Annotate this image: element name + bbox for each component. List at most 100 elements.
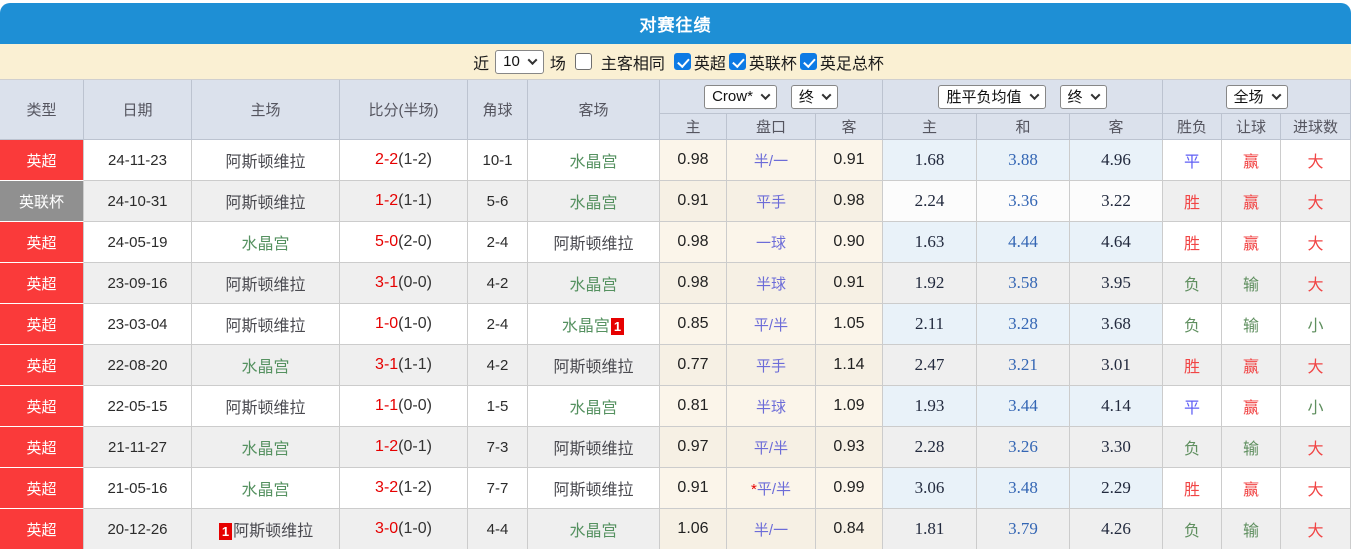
sub-header-crow-home: 主 — [660, 114, 727, 140]
cell-result-handicap: 输 — [1222, 427, 1281, 468]
cell-result-goals: 大 — [1281, 509, 1351, 549]
cell-away-team: 水晶宫 — [528, 386, 660, 427]
team-name: 水晶宫 — [569, 523, 618, 540]
league-checkbox-epl[interactable] — [673, 53, 691, 70]
cell-score: 1-2(1-1) — [340, 181, 468, 222]
team-name: 阿斯顿维拉 — [233, 523, 314, 540]
cell-result-handicap: 赢 — [1222, 222, 1281, 263]
team-name: 水晶宫 — [241, 482, 290, 499]
cell-home-team: 水晶宫 — [192, 345, 340, 386]
cell-crow-away: 0.98 — [816, 181, 883, 222]
cell-date: 21-05-16 — [84, 468, 192, 509]
cell-corners: 7-3 — [468, 427, 528, 468]
result-scope-value: 全场 — [1233, 89, 1264, 106]
cell-result-outcome: 负 — [1163, 263, 1222, 304]
page-title: 对赛往绩 — [639, 16, 712, 35]
cell-result-outcome: 胜 — [1163, 468, 1222, 509]
cell-corners: 2-4 — [468, 222, 528, 263]
cell-result-goals: 大 — [1281, 140, 1351, 181]
cell-avg-home: 2.11 — [883, 304, 977, 345]
cell-date: 23-03-04 — [84, 304, 192, 345]
cell-crow-handicap: *平/半 — [727, 468, 816, 509]
cell-crow-handicap: 平手 — [727, 345, 816, 386]
team-name: 阿斯顿维拉 — [225, 195, 306, 212]
league-checkbox-fa-cup[interactable] — [799, 53, 817, 70]
cell-league: 英超 — [0, 263, 84, 304]
fulltime-score: 3-0 — [375, 520, 399, 537]
cell-avg-home: 1.81 — [883, 509, 977, 549]
cell-result-goals: 大 — [1281, 222, 1351, 263]
same-venue-checkbox[interactable] — [574, 53, 592, 70]
cell-result-goals: 大 — [1281, 263, 1351, 304]
cell-away-team: 阿斯顿维拉 — [528, 345, 660, 386]
cell-avg-home: 2.28 — [883, 427, 977, 468]
team-name: 阿斯顿维拉 — [225, 400, 306, 417]
average-odds-select[interactable]: 胜平负均值 — [938, 84, 1046, 109]
col-header-type: 类型 — [0, 80, 84, 140]
cell-league: 英超 — [0, 140, 84, 181]
cell-date: 24-11-23 — [84, 140, 192, 181]
cell-crow-away: 0.84 — [816, 509, 883, 549]
cell-result-handicap: 输 — [1222, 304, 1281, 345]
fulltime-score: 2-2 — [375, 151, 399, 168]
bookmaker-odds-state-select[interactable]: 终 — [790, 84, 838, 109]
cell-result-handicap: 输 — [1222, 263, 1281, 304]
cell-crow-away: 1.09 — [816, 386, 883, 427]
cell-avg-away: 3.30 — [1070, 427, 1163, 468]
col-header-date: 日期 — [84, 80, 192, 140]
sub-header-handicap-result: 让球 — [1222, 114, 1281, 140]
halftime-score: (1-2) — [398, 479, 432, 496]
cell-avg-draw: 3.48 — [977, 468, 1070, 509]
cell-crow-home: 0.98 — [660, 263, 727, 304]
halftime-score: (0-1) — [398, 438, 432, 455]
cell-result-outcome: 胜 — [1163, 345, 1222, 386]
bookmaker-select[interactable]: Crow* — [704, 84, 777, 109]
average-odds-header-group: 胜平负均值 终 — [883, 80, 1163, 114]
cell-score: 1-0(1-0) — [340, 304, 468, 345]
cell-date: 22-08-20 — [84, 345, 192, 386]
result-scope-header-group: 全场 — [1163, 80, 1351, 114]
result-scope-select[interactable]: 全场 — [1225, 84, 1288, 109]
recent-count-select[interactable]: 10 — [495, 49, 544, 74]
table-row: 英超 23-09-16 阿斯顿维拉 3-1(0-0) 4-2 水晶宫 0.98 半球 0.91 1… — [0, 263, 1351, 304]
team-name: 阿斯顿维拉 — [553, 236, 634, 253]
cell-league: 英超 — [0, 427, 84, 468]
cell-crow-home: 0.81 — [660, 386, 727, 427]
cell-league: 英超 — [0, 304, 84, 345]
league-checkbox-league-cup[interactable] — [728, 53, 746, 70]
team-name: 水晶宫 — [561, 318, 610, 335]
cell-home-team: 阿斯顿维拉 — [192, 386, 340, 427]
cell-score: 1-1(0-0) — [340, 386, 468, 427]
cell-result-outcome: 平 — [1163, 140, 1222, 181]
table-row: 英超 23-03-04 阿斯顿维拉 1-0(1-0) 2-4 水晶宫 1 0.85 平/半 1.0… — [0, 304, 1351, 345]
col-header-away: 客场 — [528, 80, 660, 140]
table-row: 英超 24-05-19 水晶宫 5-0(2-0) 2-4 阿斯顿维拉 0.98 一球 0.90 1… — [0, 222, 1351, 263]
cell-avg-away: 2.29 — [1070, 468, 1163, 509]
cell-avg-draw: 3.28 — [977, 304, 1070, 345]
col-header-corners: 角球 — [468, 80, 528, 140]
cell-home-team: 阿斯顿维拉 — [192, 263, 340, 304]
cell-crow-home: 0.91 — [660, 181, 727, 222]
table-row: 英超 20-12-26 1 阿斯顿维拉 3-0(1-0) 4-4 水晶宫 1.06 半/一 0.8… — [0, 509, 1351, 549]
halftime-score: (1-1) — [398, 192, 432, 209]
cell-crow-handicap: 一球 — [727, 222, 816, 263]
halftime-score: (0-0) — [398, 397, 432, 414]
team-name: 水晶宫 — [569, 400, 618, 417]
cell-away-team: 水晶宫 — [528, 263, 660, 304]
cell-result-handicap: 输 — [1222, 509, 1281, 549]
team-name: 水晶宫 — [569, 195, 618, 212]
cell-score: 3-0(1-0) — [340, 509, 468, 549]
red-card-badge: 1 — [610, 318, 625, 336]
chevron-down-icon — [527, 55, 538, 66]
sub-header-outcome: 胜负 — [1163, 114, 1222, 140]
cell-date: 24-10-31 — [84, 181, 192, 222]
cell-avg-draw: 3.79 — [977, 509, 1070, 549]
cell-avg-away: 4.96 — [1070, 140, 1163, 181]
same-venue-label: 主客相同 — [600, 55, 665, 73]
cell-crow-handicap: 半球 — [727, 386, 816, 427]
cell-avg-draw: 3.58 — [977, 263, 1070, 304]
cell-league: 英超 — [0, 345, 84, 386]
average-odds-state-select[interactable]: 终 — [1059, 84, 1107, 109]
cell-crow-handicap: 半球 — [727, 263, 816, 304]
cell-date: 20-12-26 — [84, 509, 192, 549]
